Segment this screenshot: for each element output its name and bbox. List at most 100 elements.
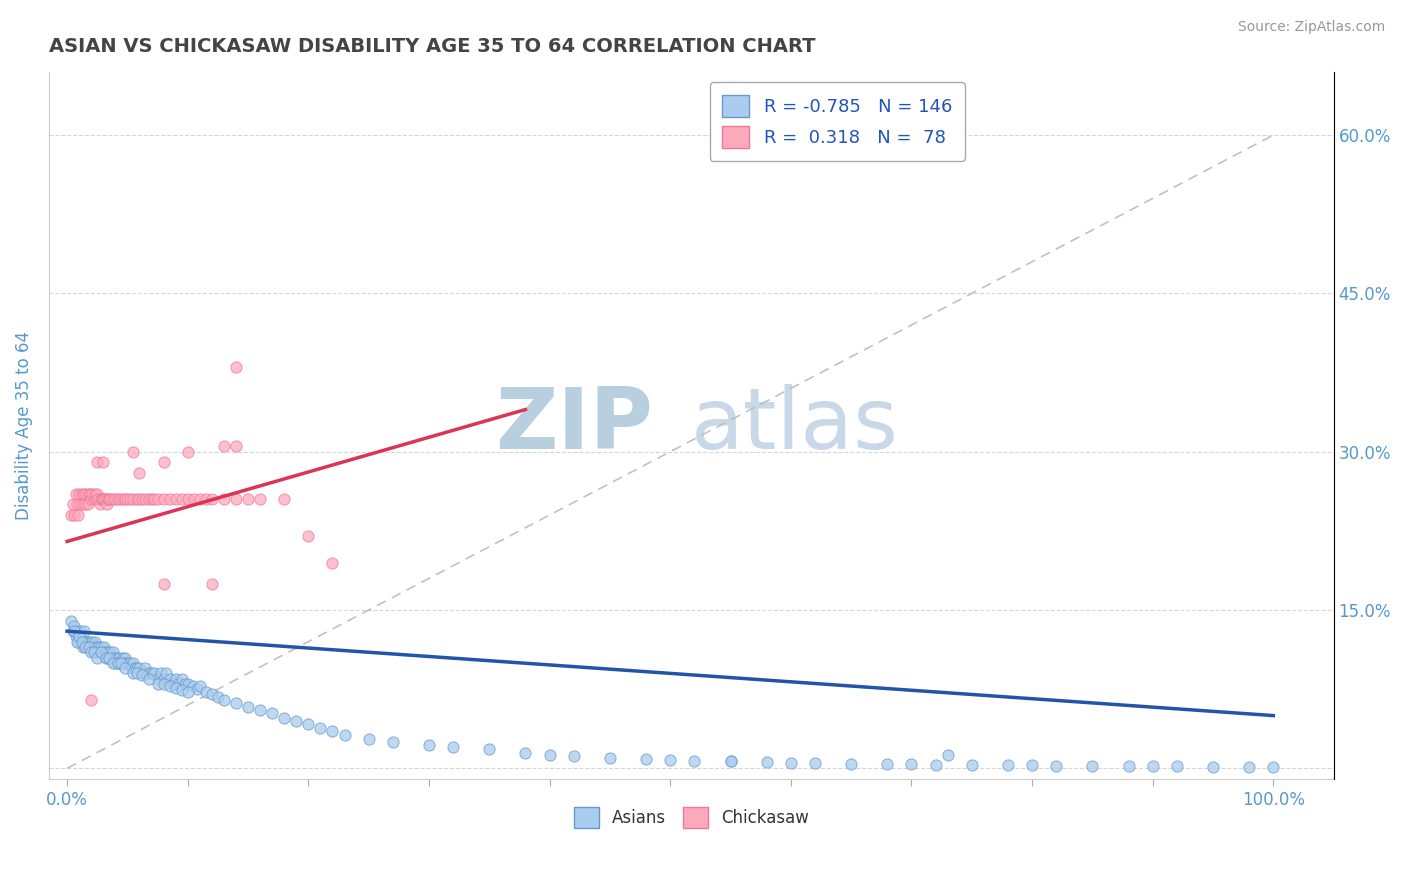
- Point: [69, 498, 91, 512]
- Point: [98, 650, 121, 665]
- Point: [114, 492, 136, 507]
- Point: [66, 634, 89, 648]
- Point: [87, 492, 110, 507]
- Point: [1081, 759, 1104, 773]
- Point: [167, 677, 190, 691]
- Point: [418, 738, 440, 752]
- Point: [59, 508, 82, 522]
- Point: [924, 758, 946, 772]
- Point: [59, 614, 82, 628]
- Point: [117, 492, 139, 507]
- Point: [960, 758, 983, 772]
- Point: [105, 650, 128, 665]
- Point: [75, 498, 97, 512]
- Point: [124, 661, 146, 675]
- Point: [131, 492, 153, 507]
- Point: [152, 492, 174, 507]
- Point: [77, 487, 100, 501]
- Point: [381, 735, 404, 749]
- Point: [683, 754, 706, 768]
- Point: [152, 455, 174, 469]
- Point: [107, 656, 129, 670]
- Point: [159, 679, 181, 693]
- Point: [84, 640, 107, 654]
- Point: [134, 661, 156, 675]
- Point: [357, 731, 380, 746]
- Point: [67, 629, 90, 643]
- Point: [75, 640, 97, 654]
- Point: [110, 656, 132, 670]
- Text: ZIP: ZIP: [495, 384, 652, 467]
- Text: atlas: atlas: [692, 384, 900, 467]
- Point: [146, 677, 169, 691]
- Point: [72, 498, 94, 512]
- Point: [1142, 759, 1164, 773]
- Point: [538, 747, 561, 762]
- Point: [134, 492, 156, 507]
- Point: [181, 679, 204, 693]
- Point: [188, 679, 211, 693]
- Point: [170, 672, 193, 686]
- Point: [755, 755, 778, 769]
- Point: [96, 650, 118, 665]
- Point: [90, 640, 112, 654]
- Point: [110, 656, 132, 670]
- Point: [94, 645, 117, 659]
- Point: [186, 682, 208, 697]
- Point: [77, 640, 100, 654]
- Point: [159, 672, 181, 686]
- Point: [69, 624, 91, 639]
- Point: [101, 492, 124, 507]
- Point: [262, 706, 284, 721]
- Point: [152, 672, 174, 686]
- Point: [131, 668, 153, 682]
- Point: [720, 754, 742, 768]
- Point: [86, 650, 108, 665]
- Point: [176, 492, 198, 507]
- Point: [131, 666, 153, 681]
- Point: [183, 492, 205, 507]
- Point: [249, 703, 271, 717]
- Point: [1237, 760, 1260, 774]
- Point: [1021, 758, 1043, 772]
- Point: [125, 666, 148, 681]
- Point: [273, 711, 295, 725]
- Point: [87, 640, 110, 654]
- Point: [194, 685, 217, 699]
- Point: [83, 487, 105, 501]
- Point: [141, 666, 163, 681]
- Point: [1045, 759, 1067, 773]
- Point: [104, 656, 127, 670]
- Point: [285, 714, 308, 728]
- Point: [636, 752, 658, 766]
- Point: [441, 740, 464, 755]
- Point: [150, 666, 173, 681]
- Point: [62, 498, 84, 512]
- Point: [309, 721, 332, 735]
- Point: [599, 751, 621, 765]
- Point: [97, 492, 120, 507]
- Point: [108, 492, 131, 507]
- Point: [225, 439, 247, 453]
- Point: [159, 492, 181, 507]
- Point: [82, 634, 104, 648]
- Point: [89, 645, 111, 659]
- Point: [201, 492, 224, 507]
- Point: [70, 634, 93, 648]
- Point: [201, 688, 224, 702]
- Point: [93, 492, 115, 507]
- Point: [90, 492, 112, 507]
- Point: [72, 640, 94, 654]
- Point: [333, 728, 356, 742]
- Point: [107, 656, 129, 670]
- Point: [212, 692, 235, 706]
- Point: [122, 492, 145, 507]
- Point: [104, 492, 127, 507]
- Point: [80, 640, 103, 654]
- Point: [155, 666, 177, 681]
- Point: [65, 487, 87, 501]
- Point: [128, 492, 150, 507]
- Point: [91, 645, 114, 659]
- Legend: Asians, Chickasaw: Asians, Chickasaw: [567, 800, 815, 834]
- Point: [80, 492, 103, 507]
